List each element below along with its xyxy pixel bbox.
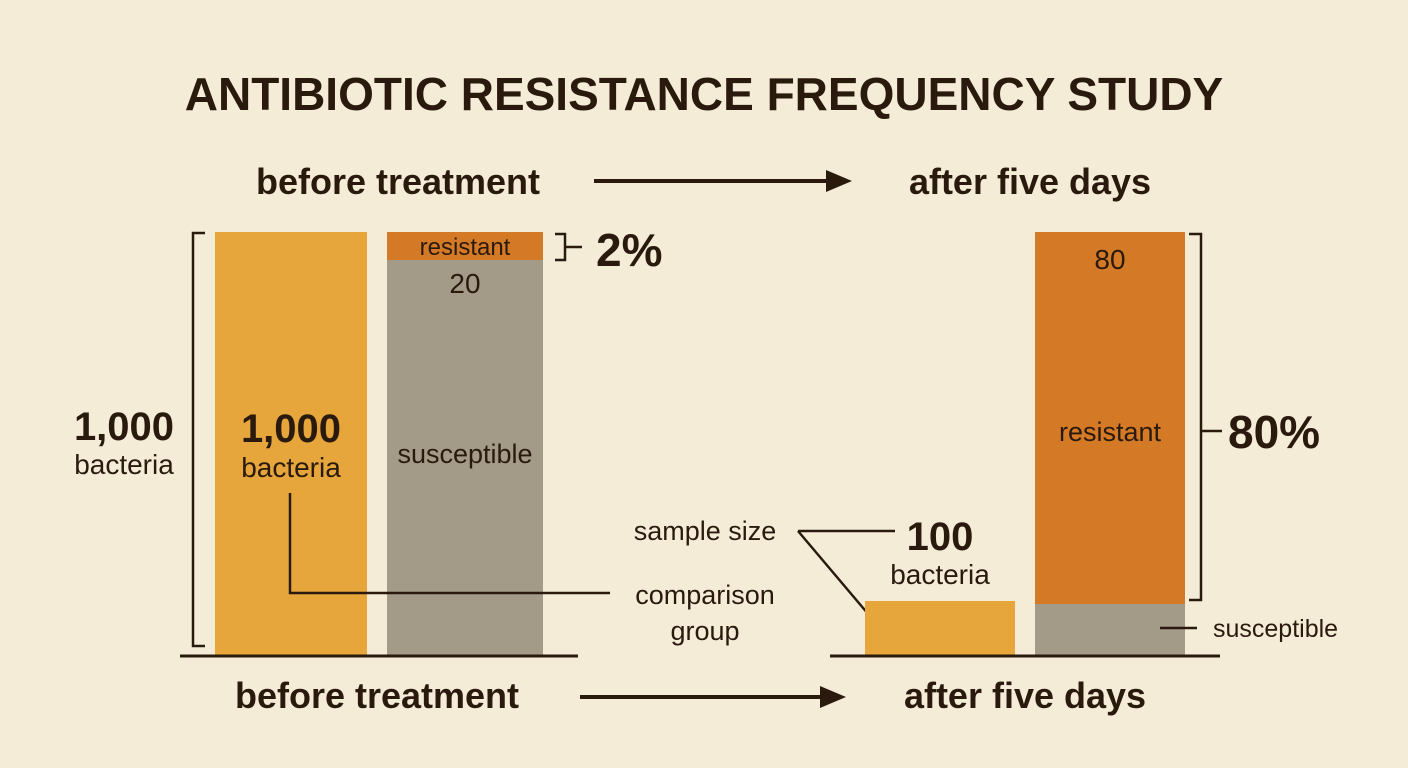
after-percent-bracket	[1189, 232, 1222, 602]
diagram-title: ANTIBIOTIC RESISTANCE FREQUENCY STUDY	[185, 68, 1223, 120]
after-small-count: 100	[907, 515, 974, 559]
sample-size-label: sample size	[634, 516, 777, 546]
bottom-arrow-icon	[580, 686, 846, 708]
comparison-connector	[288, 493, 610, 595]
bottom-after-label: after five days	[904, 675, 1146, 716]
after-resistant-segment	[1035, 232, 1185, 604]
before-resistant-percent: 2%	[596, 224, 662, 276]
after-resistant-percent: 80%	[1228, 406, 1320, 458]
before-total-count: 1,000	[241, 407, 341, 451]
before-resistant-label: resistant	[420, 234, 511, 261]
before-total-unit: bacteria	[241, 452, 341, 483]
after-total-bar	[865, 601, 1015, 655]
bottom-before-label: before treatment	[235, 675, 519, 716]
comparison-label-line2: group	[670, 616, 739, 646]
top-before-label: before treatment	[256, 161, 540, 202]
comparison-label-line1: comparison	[635, 580, 775, 610]
before-susceptible-segment	[387, 260, 543, 655]
top-after-label: after five days	[909, 161, 1151, 202]
after-resistant-count: 80	[1094, 244, 1125, 275]
before-resistant-segment	[387, 232, 543, 260]
left-bracket	[191, 231, 205, 648]
before-percent-bracket	[555, 232, 582, 262]
left-count: 1,000	[74, 405, 174, 449]
after-susceptible-segment	[1035, 604, 1185, 655]
before-resistant-count: 20	[449, 268, 480, 299]
after-susceptible-label: susceptible	[1213, 615, 1338, 643]
before-susceptible-label: susceptible	[397, 439, 532, 469]
after-small-unit: bacteria	[890, 559, 990, 590]
top-arrow-icon	[594, 170, 852, 192]
after-resistant-label: resistant	[1059, 417, 1162, 447]
left-unit: bacteria	[74, 449, 174, 480]
